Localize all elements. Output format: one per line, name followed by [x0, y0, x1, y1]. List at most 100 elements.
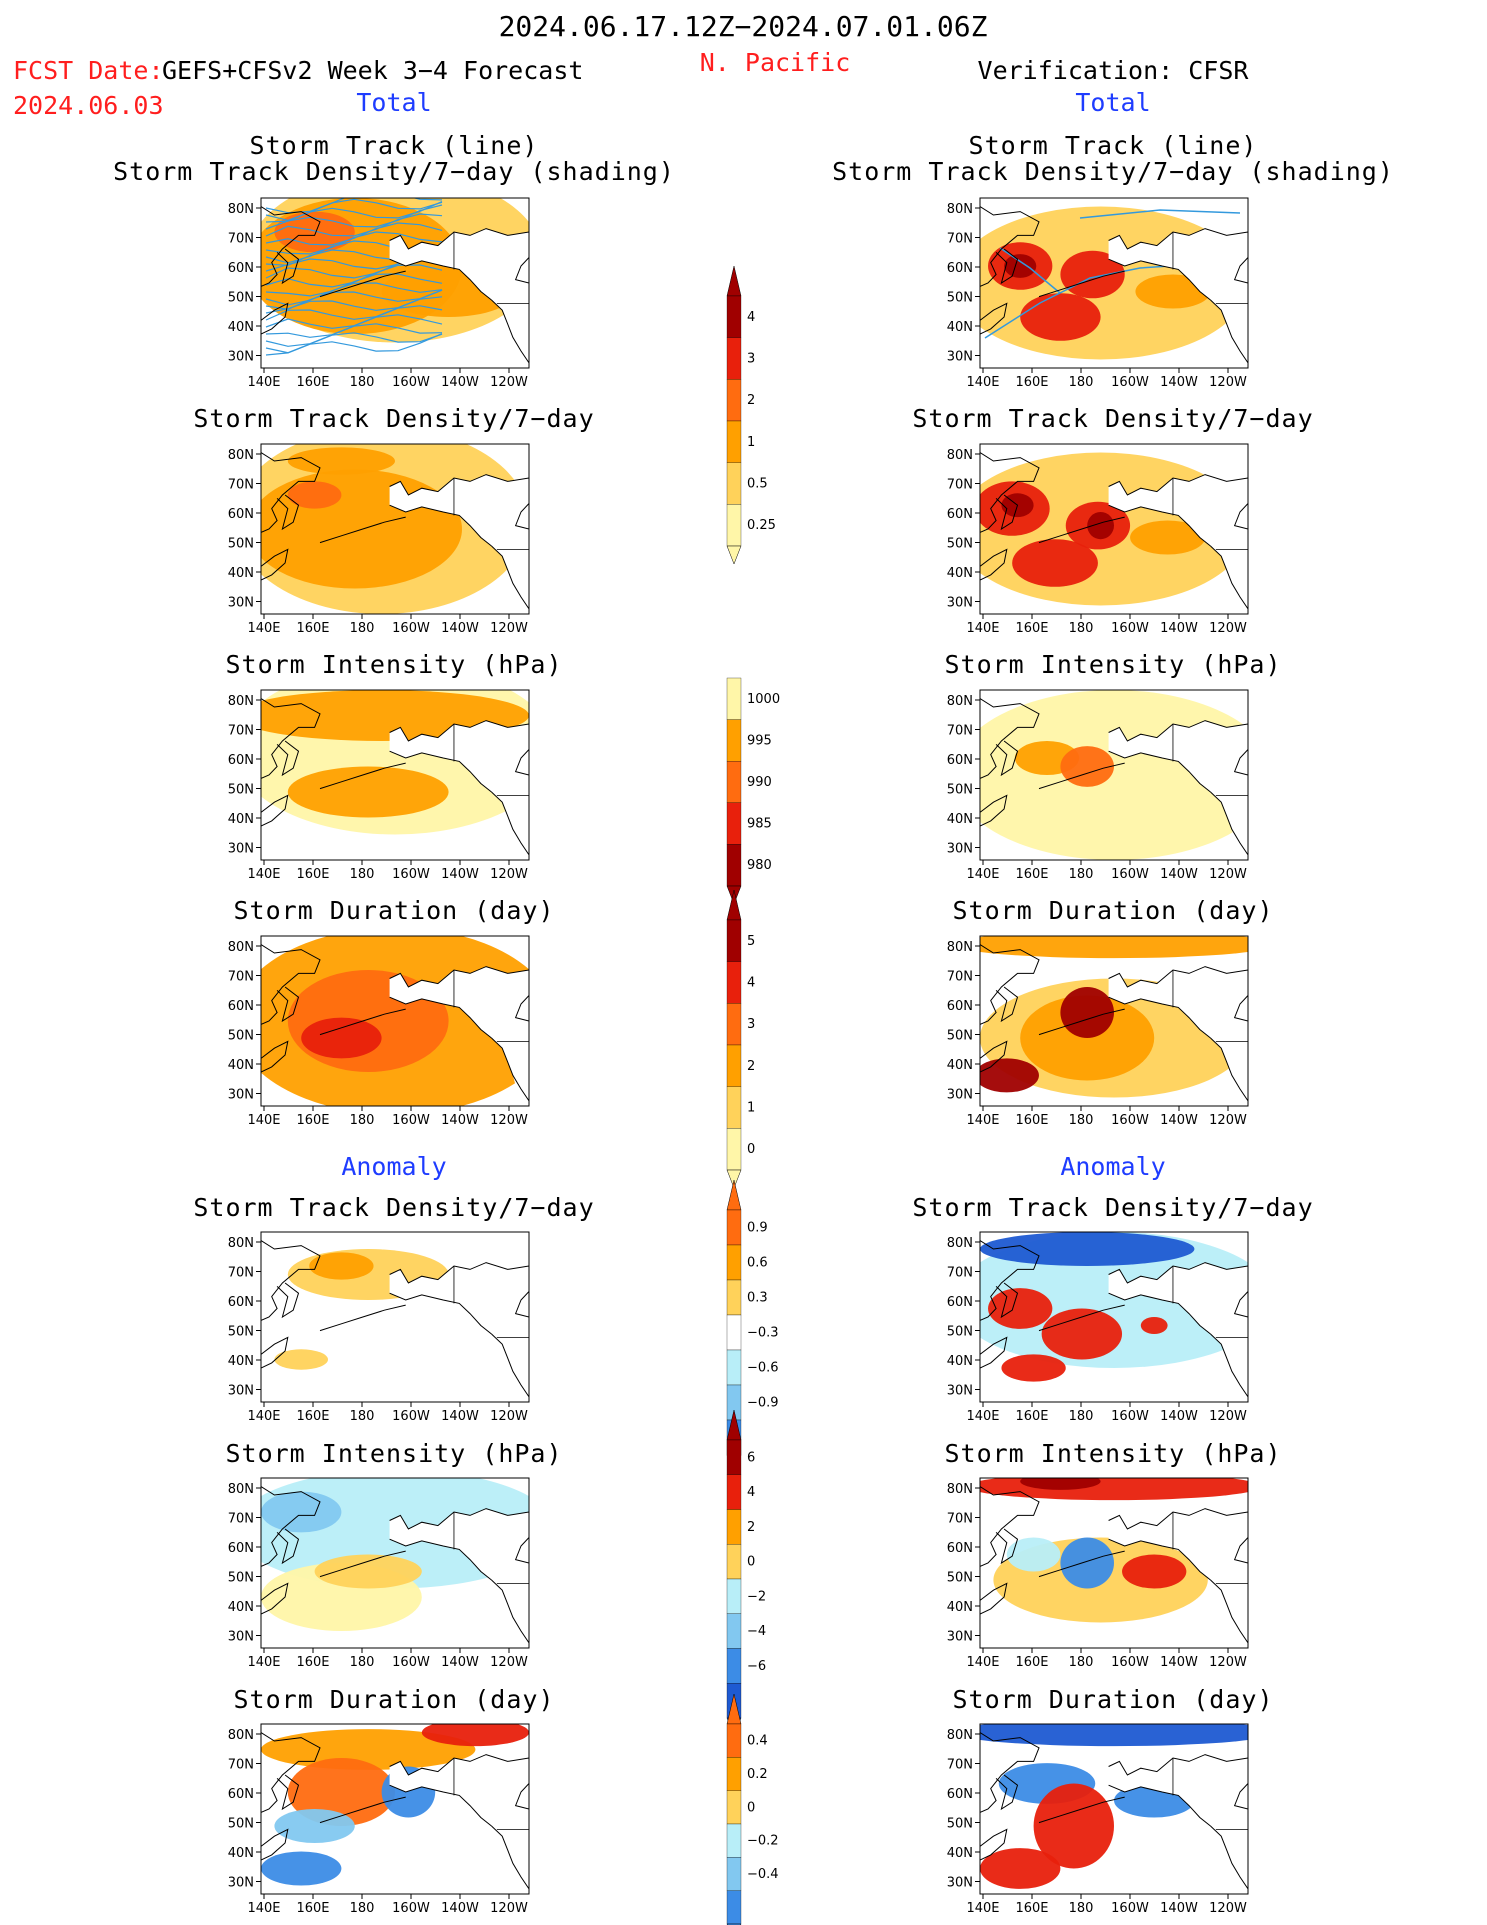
- lat-tick-label: 30N: [947, 1876, 973, 1891]
- lon-tick-label: 180: [350, 621, 375, 636]
- coastline: [1233, 995, 1248, 1022]
- colorbar-segment: [726, 337, 742, 380]
- lon-tick-label: 140E: [966, 1655, 999, 1670]
- colorbar-label: 0.9: [747, 1221, 768, 1236]
- map-panel: 80N 70N 60N 50N 40N 30N 140E 160E 180 160W 140W 120…: [228, 1477, 530, 1670]
- lon-tick-label: 140E: [247, 621, 280, 636]
- land-mask: [1108, 966, 1248, 1038]
- storm-track-line: [1079, 209, 1241, 219]
- map-panel: 80N 70N 60N 50N 40N 30N 140E 160E 180 160W 140W 120…: [947, 197, 1249, 390]
- coastline: [319, 270, 406, 298]
- lon-tick-label: 160W: [1111, 1901, 1149, 1916]
- coastline: [1108, 504, 1211, 547]
- lon-tick-label: 180: [350, 1113, 375, 1128]
- coastline: [389, 228, 529, 250]
- lon-tick-label: 180: [1069, 1655, 1094, 1670]
- coastline: [389, 474, 529, 496]
- coastline: [261, 548, 289, 581]
- coastline: [276, 1774, 300, 1811]
- lon-tick-label: 120W: [1209, 1901, 1247, 1916]
- shading-region: [988, 1288, 1053, 1329]
- coastline: [389, 720, 529, 742]
- coastline: [491, 299, 529, 364]
- coastline: [276, 1282, 300, 1319]
- lon-tick-label: 140W: [441, 375, 479, 390]
- lon-tick-label: 140W: [441, 1655, 479, 1670]
- lat-tick-label: 50N: [947, 1029, 973, 1044]
- colorbar-segment: [726, 1857, 742, 1891]
- lon-tick-label: 160E: [296, 621, 329, 636]
- lon-tick-label: 120W: [490, 1409, 528, 1424]
- lon-tick-label: 140W: [441, 1409, 479, 1424]
- map-panel: 80N 70N 60N 50N 40N 30N 140E 160E 180 160W 140W 120…: [228, 197, 530, 390]
- colorbar-segment: [726, 919, 742, 962]
- lat-tick-label: 60N: [947, 261, 973, 276]
- map-frame: [979, 935, 1249, 1107]
- lon-tick-label: 140E: [966, 621, 999, 636]
- coastline: [261, 1336, 289, 1369]
- lat-tick-label: 50N: [228, 1817, 254, 1832]
- coastline: [491, 1579, 529, 1644]
- lon-tick-label: 140W: [1160, 1113, 1198, 1128]
- colorbar-segment: [726, 379, 742, 422]
- colorbar-segment: [726, 1648, 742, 1684]
- map-panel: 80N 70N 60N 50N 40N 30N 140E 160E 180 160W 140W 120…: [228, 1231, 530, 1424]
- colorbar-label: −4: [747, 1624, 766, 1639]
- coastline: [980, 1040, 1008, 1073]
- coastline: [1108, 1292, 1211, 1335]
- land-mask: [389, 474, 529, 546]
- lat-tick-label: 80N: [228, 1236, 254, 1251]
- lat-tick-label: 80N: [947, 448, 973, 463]
- lat-tick-label: 80N: [228, 694, 254, 709]
- coastline: [491, 1825, 529, 1890]
- shading-region: [287, 1758, 395, 1826]
- lon-tick-label: 140E: [247, 1901, 280, 1916]
- lat-tick-label: 30N: [947, 1088, 973, 1103]
- lat-tick-label: 80N: [228, 1728, 254, 1743]
- lon-tick-label: 140E: [966, 375, 999, 390]
- coastline: [1108, 1538, 1211, 1581]
- shading-region: [980, 1478, 1248, 1501]
- coastline: [276, 986, 300, 1023]
- lat-tick-label: 80N: [947, 940, 973, 955]
- coastline: [980, 452, 1040, 533]
- lat-tick-label: 60N: [947, 1787, 973, 1802]
- coastline: [389, 1262, 529, 1284]
- shading-region: [1020, 1478, 1101, 1490]
- coastline: [1108, 1262, 1248, 1284]
- coastline: [980, 794, 1008, 827]
- lat-tick-label: 40N: [228, 812, 254, 827]
- colorbar-label: 980: [747, 858, 772, 873]
- coastline: [980, 698, 1040, 779]
- colorbar-segment: [726, 719, 742, 762]
- map-panel: 80N 70N 60N 50N 40N 30N 140E 160E 180 160W 140W 120…: [947, 1477, 1249, 1670]
- lon-tick-label: 180: [350, 867, 375, 882]
- coastline: [980, 1582, 1008, 1615]
- coastline: [514, 257, 529, 284]
- colorbar-label: 0.6: [747, 1256, 768, 1271]
- panel-title-density-right: Storm Track Density/7−day: [912, 404, 1314, 433]
- lon-tick-label: 120W: [490, 1113, 528, 1128]
- storm-track-line: [265, 333, 443, 356]
- lat-tick-label: 40N: [228, 1846, 254, 1861]
- colorbar-label: 4: [747, 976, 755, 991]
- panel-title-storm-track-line-right: Storm Track (line): [968, 131, 1258, 160]
- lon-tick-label: 140W: [1160, 375, 1198, 390]
- shading-region: [1060, 746, 1114, 787]
- coastline: [261, 1486, 321, 1567]
- colorbar-segment: [726, 1544, 742, 1580]
- shading-region: [287, 447, 395, 475]
- shading-region: [1087, 511, 1114, 540]
- lon-tick-label: 160W: [1111, 1113, 1149, 1128]
- lat-tick-label: 70N: [947, 232, 973, 247]
- lat-tick-label: 80N: [947, 1236, 973, 1251]
- coastline: [276, 740, 300, 777]
- coastline: [261, 452, 321, 533]
- coastline: [980, 302, 1008, 335]
- lat-tick-label: 80N: [228, 940, 254, 955]
- lat-tick-label: 70N: [947, 1266, 973, 1281]
- coastline: [1108, 258, 1211, 301]
- lon-tick-label: 140E: [966, 867, 999, 882]
- lat-tick-label: 40N: [947, 320, 973, 335]
- lon-tick-label: 140W: [1160, 867, 1198, 882]
